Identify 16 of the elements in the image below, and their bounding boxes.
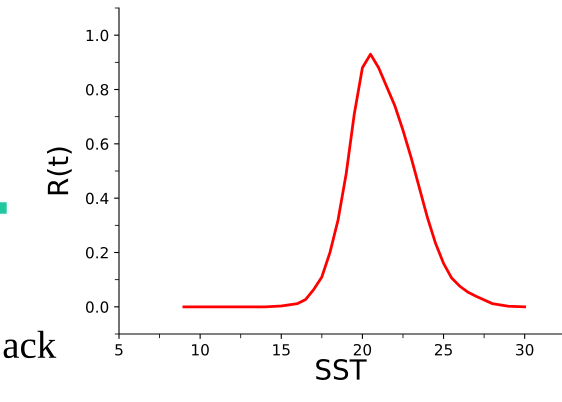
x-axis-title: SST	[316, 359, 367, 380]
x-tick-label: 15	[273, 344, 290, 356]
line-series	[182, 52, 526, 308]
x-tick-label: 5	[115, 344, 123, 356]
y-tick-label: 0.4	[86, 192, 108, 204]
x-tick-label: 30	[516, 344, 534, 356]
x-tick-label: 25	[434, 344, 452, 356]
text: ack	[4, 330, 56, 358]
x-tick-label: 10	[192, 344, 209, 356]
x-tick-label: 20	[354, 344, 372, 356]
y-tick-label: 0.2	[86, 246, 108, 259]
y-tick-label: 1.0	[86, 30, 108, 42]
y-axis-title: R(t)	[47, 147, 72, 194]
y-tick-label: 0.8	[86, 84, 108, 96]
y-tick-label: 0.6	[86, 138, 108, 150]
y-tick-label: 0.0	[86, 301, 108, 313]
